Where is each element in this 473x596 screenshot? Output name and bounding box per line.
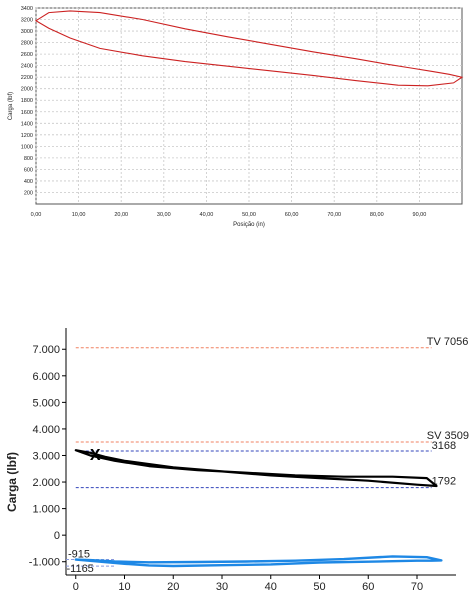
x-axis-label: Posição (in): [233, 222, 265, 228]
y-tick-label: 2.000: [32, 477, 60, 489]
marker-x: X: [90, 447, 101, 464]
x-tick-label: 0,00: [31, 212, 42, 218]
y-tick-label: 1800: [21, 98, 33, 104]
y-tick-label: 5.000: [32, 397, 60, 409]
load-curve: [74, 555, 443, 568]
y-tick-label: 0: [54, 530, 60, 542]
x-tick-label: 20: [167, 581, 179, 593]
x-tick-label: 40: [265, 581, 277, 593]
y-tick-label: 4.000: [32, 424, 60, 436]
reference-line-label: TV 7056: [427, 336, 469, 348]
x-tick-label: 0: [73, 581, 79, 593]
y-tick-label: 1.000: [32, 504, 60, 516]
x-tick-label: 30,00: [157, 212, 171, 218]
x-tick-label: 50: [313, 581, 325, 593]
x-tick-label: 60,00: [285, 212, 299, 218]
y-axis-label: Carga (lbf): [8, 92, 14, 120]
y-axis-label: Carga (lbf): [5, 452, 19, 512]
x-tick-label: 30: [216, 581, 228, 593]
x-tick-label: 70,00: [327, 212, 341, 218]
y-tick-label: -1.000: [29, 557, 60, 569]
x-tick-label: 80,00: [370, 212, 384, 218]
position-load-chart-top: 200 400 600 800 1000 1200 1400 1600 1800 2000 2200…: [8, 6, 464, 228]
y-tick-label: 2200: [21, 75, 33, 81]
y-tick-label: 2600: [21, 52, 33, 58]
y-tick-label: 2400: [21, 64, 33, 70]
reference-line-label: -915: [68, 548, 90, 560]
y-tick-label: 2800: [21, 41, 33, 47]
position-load-chart-bottom: -1.000 0 1.000 2.000 3.000 4.000 5.000 6.000 7.0…: [5, 328, 469, 596]
reference-line-label: 1792: [432, 476, 456, 488]
x-tick-label: 70: [411, 581, 423, 593]
x-tick-label: 10: [118, 581, 130, 593]
x-tick-label: 90,00: [413, 212, 427, 218]
reference-line-label: 3168: [432, 440, 456, 452]
y-tick-label: 6.000: [32, 371, 60, 383]
x-tick-label: 10,00: [72, 212, 86, 218]
x-tick-label: 60: [362, 581, 374, 593]
load-curve: [34, 10, 464, 87]
y-tick-label: 3000: [21, 29, 33, 35]
y-tick-label: 800: [24, 156, 33, 162]
y-tick-label: 2000: [21, 87, 33, 93]
reference-line-label: SV 3509: [427, 430, 469, 442]
y-tick-label: 1600: [21, 110, 33, 116]
y-tick-label: 3.000: [32, 450, 60, 462]
x-tick-label: 20,00: [114, 212, 128, 218]
y-tick-label: 3200: [21, 18, 33, 24]
reference-line-label: -1165: [66, 563, 93, 575]
y-tick-label: 7.000: [32, 344, 60, 356]
x-tick-label: 50,00: [242, 212, 256, 218]
x-tick-label: 40,00: [200, 212, 214, 218]
y-tick-label: 1200: [21, 133, 33, 139]
load-curve: [74, 449, 438, 488]
y-tick-label: 1400: [21, 121, 33, 127]
y-tick-label: 400: [24, 179, 33, 185]
y-tick-label: 1000: [21, 144, 33, 150]
y-tick-label: 3400: [21, 6, 33, 12]
y-tick-label: 600: [24, 167, 33, 173]
y-tick-label: 200: [24, 190, 33, 196]
